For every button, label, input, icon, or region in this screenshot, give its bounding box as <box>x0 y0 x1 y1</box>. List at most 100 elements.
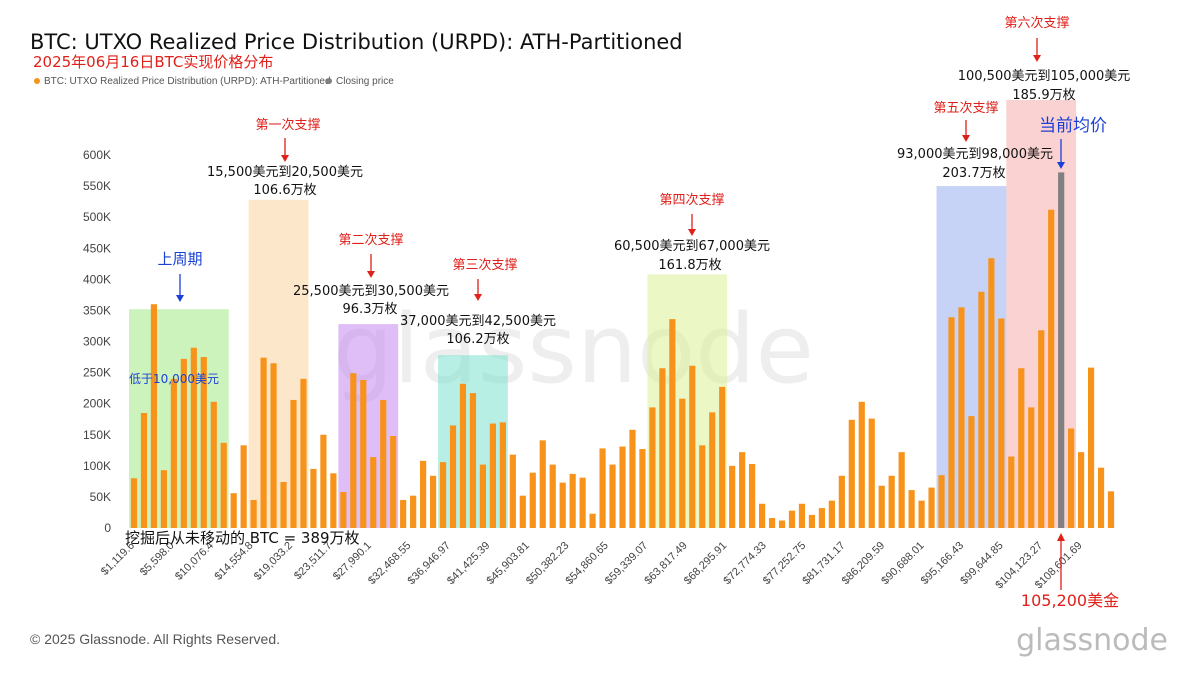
urpd-bar <box>519 495 526 528</box>
copyright-text: © 2025 Glassnode. All Rights Reserved. <box>30 631 280 647</box>
urpd-bar <box>350 373 357 528</box>
y-tick-label: 0 <box>104 521 111 535</box>
urpd-bar <box>1038 330 1045 528</box>
support5-arrowhead <box>962 135 970 142</box>
urpd-bar <box>549 464 556 528</box>
support6-arrowhead <box>1033 55 1041 62</box>
y-axis: 0 50K 100K 150K 200K 250K 300K 350K 400K 450K 500K… <box>83 148 111 535</box>
never-moved-label: 挖掘后从未移动的 BTC = 389万枚 <box>125 529 360 547</box>
urpd-bar <box>858 401 865 528</box>
urpd-bar <box>958 307 965 528</box>
urpd-bar <box>798 503 806 528</box>
urpd-bar <box>290 399 297 528</box>
urpd-bar <box>948 317 955 528</box>
urpd-bar <box>200 357 207 528</box>
legend-label-closing: Closing price <box>336 76 394 87</box>
urpd-bar <box>758 503 766 528</box>
support5-range: 93,000美元到98,000美元 <box>897 147 1053 162</box>
support6-range: 100,500美元到105,000美元 <box>958 69 1131 84</box>
y-tick-label: 500K <box>83 210 111 224</box>
urpd-bar <box>130 478 138 528</box>
urpd-bar <box>629 429 636 528</box>
urpd-bar <box>888 475 895 528</box>
urpd-bar <box>848 419 855 528</box>
y-tick-label: 150K <box>83 428 111 442</box>
urpd-bar <box>609 464 616 528</box>
urpd-bar <box>739 452 746 528</box>
urpd-bar <box>908 490 915 528</box>
urpd-bar <box>838 475 845 528</box>
legend-label-urpd: BTC: UTXO Realized Price Distribution (U… <box>44 76 331 87</box>
urpd-bar <box>180 358 187 528</box>
urpd-bar <box>1028 407 1035 528</box>
urpd-bar <box>878 485 885 528</box>
support1-title: 第一次支撑 <box>255 117 320 133</box>
support4-title: 第四次支撑 <box>659 192 724 208</box>
urpd-bar <box>988 258 995 528</box>
urpd-bar <box>479 464 487 528</box>
urpd-bar <box>240 445 247 528</box>
legend: BTC: UTXO Realized Price Distribution (U… <box>34 76 394 87</box>
y-tick-label: 450K <box>83 241 111 255</box>
urpd-bar <box>300 378 307 528</box>
urpd-bar <box>469 393 477 528</box>
urpd-bar <box>449 425 457 528</box>
below-10k-label: 低于10,000美元 <box>129 372 219 386</box>
y-tick-label: 550K <box>83 179 111 193</box>
y-tick-label: 300K <box>83 335 111 349</box>
urpd-bar <box>250 500 257 528</box>
urpd-bar <box>679 398 686 528</box>
y-tick-label: 400K <box>83 272 111 286</box>
y-tick-label: 200K <box>83 397 111 411</box>
urpd-bar <box>1008 456 1015 528</box>
x-axis: $1,119.6 $5,598.0$10,076.4$14,554.8$19,03… <box>99 540 1085 592</box>
urpd-bar <box>160 470 167 528</box>
current-price-label: 105,200美金 <box>1021 591 1119 610</box>
support2-range: 25,500美元到30,500美元 <box>293 284 449 299</box>
urpd-bar <box>559 482 566 528</box>
urpd-bar <box>719 386 726 528</box>
urpd-bar <box>380 399 387 528</box>
urpd-bar <box>898 452 905 528</box>
urpd-bar <box>599 448 606 528</box>
urpd-bar <box>649 407 656 528</box>
urpd-bar <box>270 363 277 528</box>
support3-title: 第三次支撑 <box>452 257 517 273</box>
urpd-bar <box>410 495 417 528</box>
urpd-bar <box>439 462 447 528</box>
urpd-bar <box>639 449 646 528</box>
urpd-bar <box>170 378 177 528</box>
urpd-bar <box>1078 452 1085 528</box>
urpd-bar <box>778 520 786 528</box>
support1-range: 15,500美元到20,500美元 <box>207 165 363 180</box>
support3-amount: 106.2万枚 <box>446 332 509 347</box>
prev-cycle-label: 上周期 <box>157 250 202 268</box>
urpd-bar <box>1107 491 1115 528</box>
urpd-bar <box>828 500 835 528</box>
urpd-bar <box>489 423 496 528</box>
support-zone-3 <box>338 324 399 528</box>
urpd-bar <box>918 500 925 528</box>
urpd-bar <box>808 514 816 528</box>
urpd-bar <box>998 318 1005 528</box>
urpd-bar <box>589 513 596 528</box>
urpd-bar <box>768 518 776 528</box>
urpd-bar <box>818 508 825 528</box>
urpd-bar <box>729 465 736 528</box>
urpd-bar <box>978 291 985 528</box>
current-price-arrowhead <box>1057 533 1065 541</box>
urpd-bar <box>709 412 716 528</box>
urpd-bar <box>420 460 427 528</box>
urpd-bar <box>190 347 197 528</box>
support4-amount: 161.8万枚 <box>658 258 721 273</box>
y-tick-label: 50K <box>90 490 111 504</box>
urpd-bar <box>320 434 327 528</box>
urpd-bar <box>260 357 267 528</box>
legend-marker-urpd <box>34 78 40 84</box>
support4-range: 60,500美元到67,000美元 <box>614 239 770 254</box>
chart-title: BTC: UTXO Realized Price Distribution (U… <box>30 30 683 54</box>
urpd-bar <box>868 418 875 528</box>
urpd-bar <box>390 435 397 528</box>
watermark: glassnode <box>333 295 814 405</box>
